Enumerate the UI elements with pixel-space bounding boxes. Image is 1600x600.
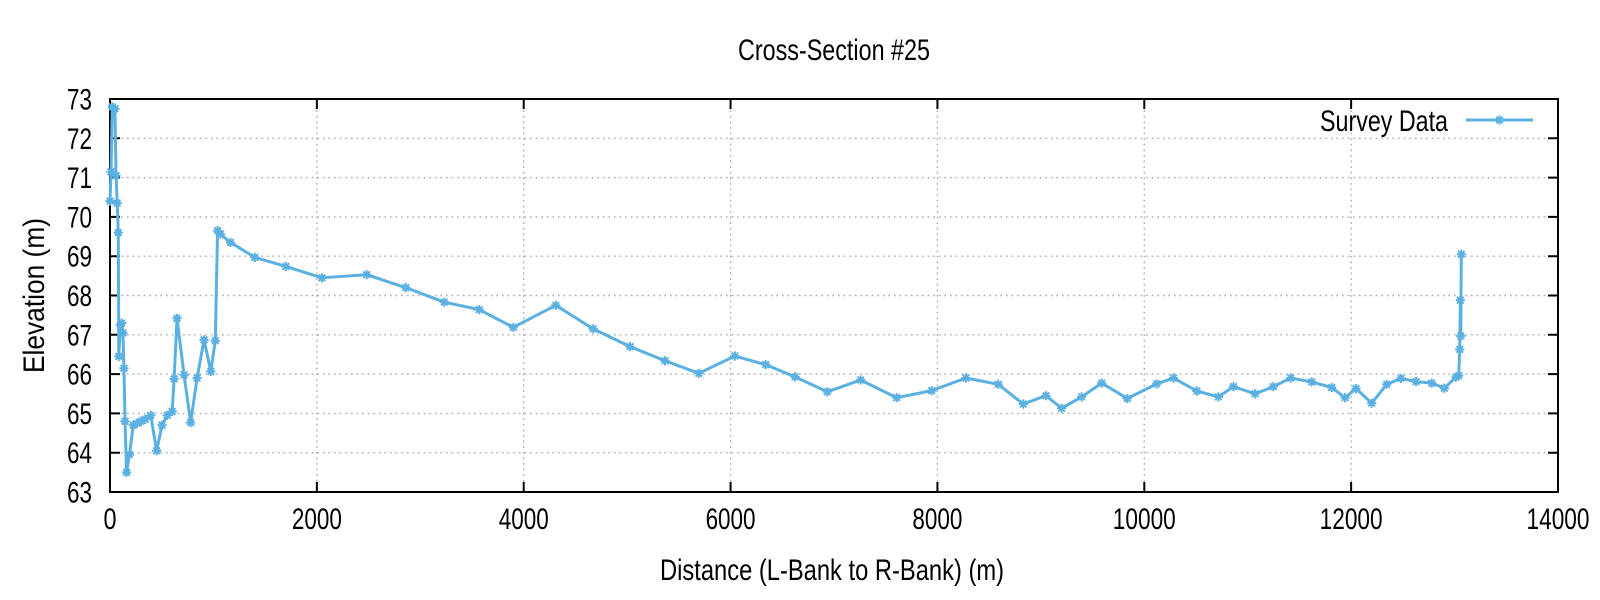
x-tick-label: 6000 — [706, 503, 756, 536]
data-point-markers — [105, 102, 1466, 477]
y-tick-label: 72 — [67, 123, 92, 156]
x-tick-label: 0 — [104, 503, 117, 536]
x-tick-label: 12000 — [1320, 503, 1383, 536]
y-tick-label: 70 — [67, 201, 92, 234]
y-tick-label: 63 — [67, 477, 92, 510]
x-axis-label: Distance (L-Bank to R-Bank) (m) — [660, 554, 1004, 587]
x-tick-label: 10000 — [1113, 503, 1176, 536]
x-tick-label: 2000 — [292, 503, 342, 536]
y-tick-label: 69 — [67, 241, 92, 274]
y-tick-label: 64 — [67, 437, 92, 470]
legend-label: Survey Data — [1320, 105, 1448, 138]
y-tick-label: 67 — [67, 319, 92, 352]
series-line — [108, 105, 1463, 474]
y-tick-label: 66 — [67, 359, 92, 392]
y-tick-label: 71 — [67, 162, 92, 195]
grid-lines — [110, 99, 1558, 492]
y-tick-label: 68 — [67, 280, 92, 313]
chart-title: Cross-Section #25 — [738, 34, 930, 67]
legend-marker — [1494, 115, 1505, 125]
x-tick-label: 8000 — [912, 503, 962, 536]
x-tick-label: 4000 — [499, 503, 549, 536]
y-tick-label: 73 — [67, 84, 92, 117]
plot-area: 0 2000 4000 6000 8000 10000 12000 14000 63 64 65 66… — [67, 84, 1590, 537]
plot-border — [109, 98, 1559, 493]
y-axis-label: Elevation (m) — [18, 218, 51, 373]
y-tick-label: 65 — [67, 398, 92, 431]
x-tick-label: 14000 — [1527, 503, 1590, 536]
